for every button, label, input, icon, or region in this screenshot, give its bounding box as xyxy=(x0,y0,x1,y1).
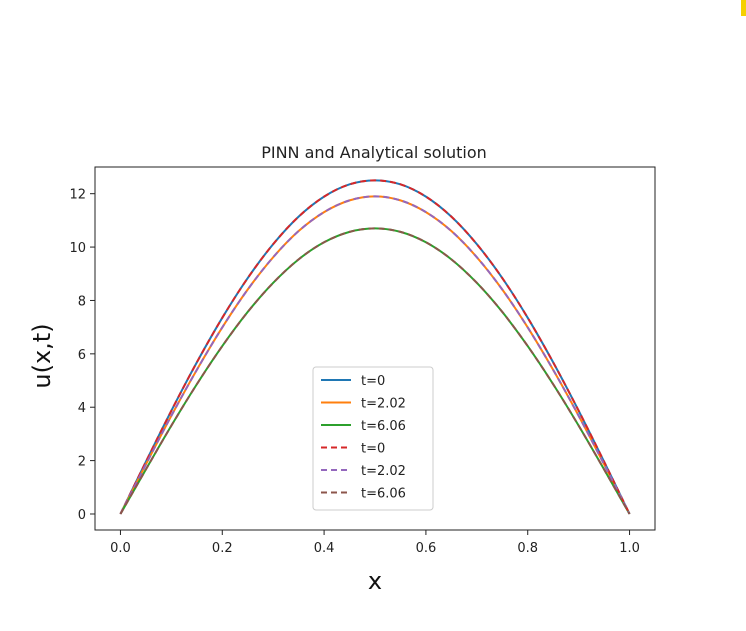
series-line-dashed-3 xyxy=(119,179,631,515)
y-axis-label: u(x,t) xyxy=(28,323,56,388)
y-axis: 0 2 4 6 8 10 12 xyxy=(69,188,95,523)
x-axis: 0.0 0.2 0.4 0.6 0.8 1.0 xyxy=(110,530,640,556)
x-tick-label: 0.8 xyxy=(517,541,538,556)
series-line-dashed-5 xyxy=(119,227,631,515)
corner-mark xyxy=(741,0,746,16)
y-tick-label: 6 xyxy=(78,348,86,363)
x-tick-label: 0.2 xyxy=(212,541,233,556)
y-tick-label: 4 xyxy=(78,401,86,416)
x-tick-label: 0.6 xyxy=(416,541,437,556)
y-tick-label: 8 xyxy=(78,294,86,309)
x-tick-label: 0.0 xyxy=(110,541,131,556)
series-line-dashed-4 xyxy=(119,195,631,515)
x-tick-label: 1.0 xyxy=(619,541,640,556)
legend-entry: t=0 xyxy=(361,374,385,389)
legend-entry: t=6.06 xyxy=(361,419,406,434)
y-tick-label: 10 xyxy=(69,241,86,256)
legend: t=0 t=2.02 t=6.06 t=0 t=2.02 t=6.06 xyxy=(312,366,434,511)
legend-entry: t=0 xyxy=(361,442,385,457)
legend-entry: t=6.06 xyxy=(361,487,406,502)
x-tick-label: 0.4 xyxy=(314,541,335,556)
legend-entry: t=2.02 xyxy=(361,397,406,412)
chart-title: PINN and Analytical solution xyxy=(261,143,487,162)
plot-frame xyxy=(94,166,656,531)
y-tick-label: 2 xyxy=(78,455,86,470)
y-tick-label: 0 xyxy=(78,508,86,523)
legend-entry: t=2.02 xyxy=(361,464,406,479)
y-tick-label: 12 xyxy=(69,188,86,203)
x-axis-label: x xyxy=(368,567,382,595)
plot-area xyxy=(119,179,631,515)
